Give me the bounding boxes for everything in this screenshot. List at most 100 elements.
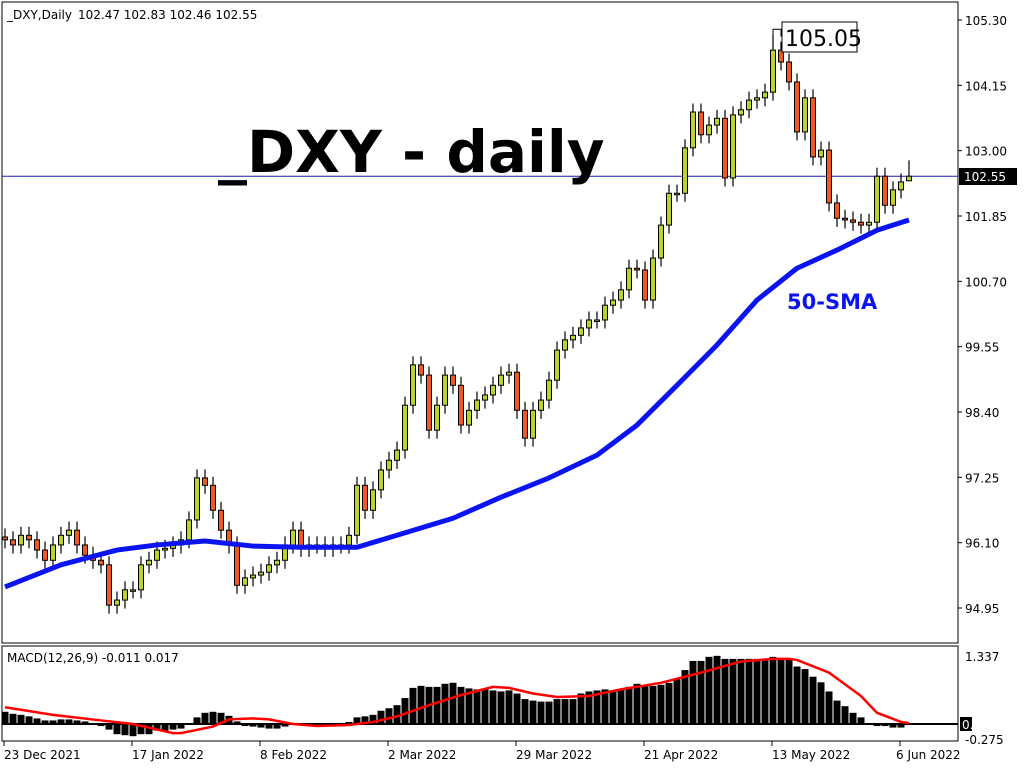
candle-body [346, 534, 352, 546]
macd-histogram-bar [745, 658, 753, 724]
macd-histogram-bar [673, 679, 681, 724]
candle-body [666, 192, 672, 226]
macd-histogram-bar [625, 686, 633, 724]
macd-histogram-bar [537, 701, 545, 724]
macd-histogram-bar [401, 698, 409, 724]
candle-body [434, 404, 440, 431]
candle [842, 209, 848, 229]
macd-histogram-bar [449, 682, 457, 724]
candle-body [218, 509, 224, 531]
candle [426, 366, 432, 439]
macd-histogram-bar [505, 690, 513, 724]
candle-body [530, 409, 536, 439]
macd-histogram-bar [841, 706, 849, 724]
candle-body [562, 339, 568, 351]
high-annotation-connector [772, 28, 782, 37]
date-tick-label: 17 Jan 2022 [132, 748, 204, 762]
macd-histogram-bar [689, 660, 697, 724]
macd-histogram-bar [17, 714, 25, 724]
candle-body [250, 574, 256, 579]
ohlc-values: 102.47 102.83 102.46 102.55 [78, 8, 257, 22]
candle [834, 194, 840, 227]
candle-body [506, 371, 512, 376]
candle-body [770, 49, 776, 93]
price-tick-label: 104.15 [965, 79, 1007, 93]
candle [458, 376, 464, 434]
macd-histogram-bar [161, 724, 169, 731]
candle-body [762, 91, 768, 99]
candle-body [546, 379, 552, 401]
price-tick-label: 94.95 [965, 602, 999, 616]
macd-histogram-bar [609, 690, 617, 724]
candle [810, 89, 816, 166]
candle [618, 281, 624, 309]
candle [202, 469, 208, 494]
macd-histogram-bar [57, 719, 65, 724]
candle [586, 311, 592, 337]
candle [650, 249, 656, 309]
candle [706, 116, 712, 144]
date-tick-label: 8 Feb 2022 [260, 748, 327, 762]
price-tick-label: 97.25 [965, 471, 999, 485]
candle [506, 363, 512, 384]
candle-body [258, 571, 264, 576]
candle [906, 160, 912, 182]
candle-body [498, 374, 504, 386]
macd-histogram-bar [577, 693, 585, 724]
candle [418, 356, 424, 384]
price-tick-label: 105.30 [965, 14, 1007, 28]
candles [2, 34, 912, 614]
candle-body [98, 559, 104, 566]
macd-histogram-bar [641, 685, 649, 724]
macd-histogram-bar [137, 724, 145, 735]
macd-histogram-bar [345, 721, 353, 724]
macd-histogram-bar [601, 689, 609, 724]
date-tick-label: 29 Mar 2022 [516, 748, 592, 762]
macd-tick-label: 1.337 [965, 650, 999, 664]
candle-body [898, 181, 904, 191]
candle [738, 101, 744, 124]
candle [794, 73, 800, 141]
date-tick-label: 2 Mar 2022 [388, 748, 456, 762]
macd-histogram-bar [825, 691, 833, 724]
macd-histogram-bar [73, 720, 81, 724]
macd-histogram-bar [41, 720, 49, 724]
macd-histogram-bar [817, 682, 825, 724]
macd-histogram-bar [665, 682, 673, 724]
macd-histogram-bar [257, 724, 265, 728]
macd-tick-label: -0.275 [965, 733, 1004, 747]
macd-histogram-bar [465, 688, 473, 724]
candle-body [698, 111, 704, 136]
candle-body [522, 409, 528, 439]
candle-body [26, 534, 32, 541]
candle [570, 326, 576, 349]
candle [818, 141, 824, 166]
candle [530, 401, 536, 447]
macd-histogram-bar [145, 724, 153, 735]
candle [466, 401, 472, 434]
candle [26, 526, 32, 549]
macd-histogram-bar [833, 700, 841, 724]
macd-histogram-bar [593, 690, 601, 724]
candle [858, 213, 864, 234]
macd-histogram-bar [553, 699, 561, 724]
candle [666, 184, 672, 234]
candle-body [138, 564, 144, 591]
candle [410, 356, 416, 414]
macd-histogram-bar [25, 716, 33, 724]
candle-body [18, 534, 24, 546]
candle [442, 366, 448, 414]
macd-histogram-bar [81, 721, 89, 724]
candle-body [602, 304, 608, 321]
candle [778, 41, 784, 71]
macd-histogram-bar [497, 691, 505, 724]
candle-body [82, 544, 88, 556]
macd-histogram-bar [417, 685, 425, 724]
candle-body [826, 149, 832, 204]
candle [730, 106, 736, 187]
candle-body [386, 459, 392, 471]
macd-histogram-bar [1, 711, 9, 724]
candle-body [858, 221, 864, 226]
candle [74, 521, 80, 554]
